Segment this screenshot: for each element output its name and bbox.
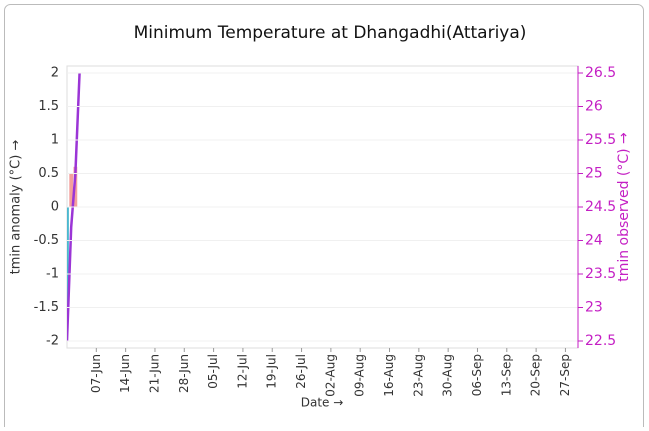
line [67,72,81,342]
y-axis-label: tmin anomaly (°C) → [9,140,24,275]
y-tick-label: 0 [51,200,59,215]
x-tick-label: 06-Sep [470,354,484,396]
bar [67,207,69,315]
y2-tick-label: 25 [585,166,603,182]
y2-tick-label: 24 [585,233,603,249]
bar [69,173,74,207]
y-tick-label: -1.5 [34,300,59,315]
y-tick-label: 1 [51,133,59,148]
x-tick-label: 23-Aug [411,354,425,397]
x-tick-label: 30-Aug [441,354,455,397]
x-axis-label: Date → [301,396,344,410]
x-tick-label: 13-Sep [499,354,513,396]
y2-tick-label: 25.5 [585,132,616,148]
y-tick-label: -0.5 [34,233,59,248]
y2-tick-label: 22.5 [585,333,616,349]
x-tick-label: 02-Aug [323,354,337,397]
chart-title: Minimum Temperature at Dhangadhi(Attariy… [134,23,527,43]
plot [67,72,81,342]
x-tick-label: 12-Jul [235,354,249,389]
y2-tick-label: 23 [585,300,603,316]
x-tick-label: 14-Jun [118,354,132,393]
x-tick-label: 16-Aug [382,354,396,397]
x-tick-label: 26-Jul [294,354,308,389]
x-tick-label: 19-Jul [265,354,279,389]
y-tick-label: 2 [51,66,59,81]
y-tick-label: -1 [46,267,59,282]
x-tick-label: 05-Jul [206,354,220,389]
y2-tick-label: 24.5 [585,199,616,215]
y2-axis-label: tmin observed (°C) → [616,132,632,282]
x-tick-label: 27-Sep [558,354,572,396]
x-tick-label: 20-Sep [529,354,543,396]
y2-tick-label: 26.5 [585,65,616,81]
y-tick-label: 1.5 [38,99,59,114]
x-tick-label: 21-Jun [147,354,161,393]
frame [4,4,644,431]
x-tick-label: 09-Aug [353,354,367,397]
y-tick-label: -2 [46,334,59,349]
y2-tick-label: 26 [585,99,603,115]
y2-tick-label: 23.5 [585,266,616,282]
x-tick-label: 07-Jun [89,354,103,393]
y-tick-label: 0.5 [38,166,59,181]
x-tick-label: 28-Jun [177,354,191,393]
